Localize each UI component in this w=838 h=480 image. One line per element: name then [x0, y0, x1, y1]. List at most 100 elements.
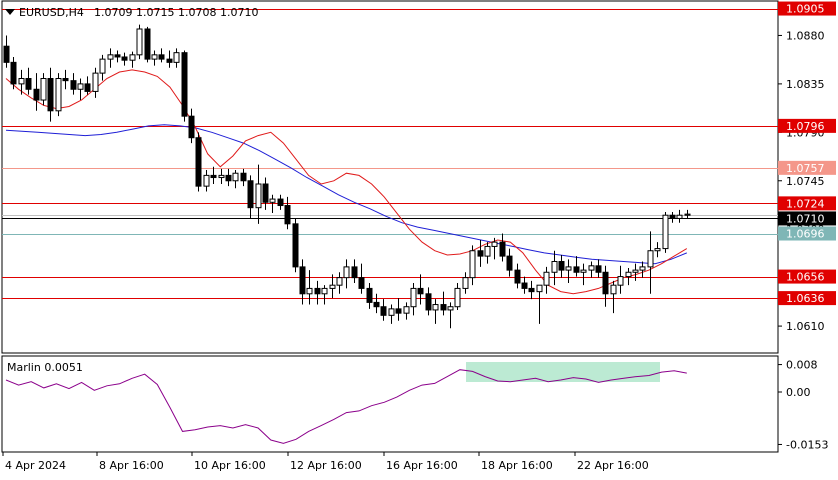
candle-body	[610, 284, 617, 295]
candle-body	[580, 269, 587, 273]
candle-body	[676, 214, 683, 219]
candle-body	[617, 276, 624, 286]
candle-body	[558, 261, 565, 271]
candle-body	[321, 287, 328, 295]
ohlc-label: 1.0709 1.0715 1.0708 1.0710	[94, 6, 258, 19]
candle-body	[403, 306, 410, 314]
candle-body	[225, 174, 232, 182]
level-label-box	[778, 1, 836, 16]
candle-body	[380, 306, 387, 316]
candle-body	[62, 78, 69, 82]
candle-body	[40, 78, 47, 101]
candle-body	[255, 183, 262, 209]
symbol-menu-triangle-icon[interactable]	[5, 9, 15, 15]
candle-body	[654, 248, 661, 252]
main-pane-border	[1, 0, 779, 354]
price-tick-label: 1.0835	[786, 78, 825, 91]
time-axis: 4 Apr 2024 8 Apr 16:00 10 Apr 16:00 12 Apr …	[2, 452, 649, 472]
candle-body	[632, 269, 639, 273]
candle-body	[551, 261, 558, 273]
candle-body	[269, 198, 276, 203]
candle-body	[166, 58, 173, 63]
candle-body	[151, 54, 158, 60]
level-label-box	[778, 118, 836, 133]
candle-body	[33, 88, 40, 101]
candle-body	[343, 266, 350, 279]
candle-body	[462, 277, 469, 289]
time-tick-label: 12 Apr 16:00	[290, 459, 362, 472]
ma-fast-line	[5, 69, 688, 295]
candle-body	[491, 241, 498, 247]
candle-body	[299, 266, 306, 295]
candle-body	[247, 180, 254, 209]
candle-body	[417, 287, 424, 295]
level-label-text: 1.0710	[786, 212, 825, 225]
candle-body	[107, 54, 114, 60]
candle-body	[158, 54, 165, 60]
candle-body	[277, 198, 284, 207]
time-tick-label: 16 Apr 16:00	[386, 459, 458, 472]
candle-body	[129, 54, 136, 61]
level-label-box	[778, 196, 836, 211]
candle-body	[314, 287, 321, 295]
level-label-box	[778, 291, 836, 306]
candle-body	[425, 293, 432, 311]
candle-body	[684, 213, 691, 216]
candle-body	[218, 174, 225, 179]
candle-body	[588, 265, 595, 271]
main-pane: 1.08801.08351.07901.07451.07001.06551.06…	[1, 0, 836, 354]
candle-body	[602, 271, 609, 295]
candle-body	[292, 223, 299, 268]
candle-body	[484, 245, 491, 257]
indicator-pane-border	[1, 355, 779, 453]
candle-body	[262, 183, 269, 203]
indicator-pane: 0.008 0.00 -0.0153 Marlin 0.0051	[1, 355, 828, 453]
candle-body	[595, 265, 602, 273]
candle-body	[92, 72, 99, 92]
candle-body	[432, 304, 439, 311]
level-label-box	[778, 226, 836, 241]
candle-body	[329, 284, 336, 289]
candle-body	[469, 250, 476, 279]
candle-body	[136, 28, 143, 56]
candle-body	[284, 205, 291, 225]
candle-body	[669, 214, 676, 219]
candle-body	[521, 282, 528, 289]
indicator-label: Marlin 0.0051	[7, 361, 83, 374]
indicator-line	[5, 369, 687, 444]
level-label-box	[778, 269, 836, 284]
candle-body	[306, 287, 313, 295]
candle-body	[647, 250, 654, 268]
candle-body	[203, 174, 210, 187]
candle-body	[99, 58, 106, 74]
price-tick-label: 1.0745	[786, 175, 825, 188]
level-label-text: 1.0796	[786, 120, 825, 133]
candle-body	[336, 277, 343, 286]
candle-body	[144, 28, 151, 60]
candle-body	[47, 78, 54, 112]
level-label-text: 1.0757	[786, 162, 825, 175]
candle-body	[188, 115, 195, 139]
candle-body	[232, 172, 239, 182]
ma-slow-line	[5, 124, 687, 265]
candle-body	[210, 174, 217, 179]
level-label-box	[778, 160, 836, 175]
indicator-highlight-zone	[466, 362, 660, 382]
candle-body	[477, 250, 484, 257]
level-label-text: 1.0905	[786, 3, 825, 16]
time-tick-label: 4 Apr 2024	[5, 459, 66, 472]
candle-body	[388, 308, 395, 316]
candle-body	[543, 271, 550, 286]
candle-body	[121, 56, 128, 61]
indicator-tick-label: 0.008	[786, 359, 818, 372]
level-label-text: 1.0724	[786, 197, 825, 210]
candle-body	[528, 287, 535, 293]
candle-body	[447, 306, 454, 311]
candle-body	[173, 52, 180, 63]
time-tick-label: 10 Apr 16:00	[194, 459, 266, 472]
candle-body	[499, 241, 506, 257]
candle-body	[84, 83, 91, 92]
level-label-text: 1.0656	[786, 271, 825, 284]
